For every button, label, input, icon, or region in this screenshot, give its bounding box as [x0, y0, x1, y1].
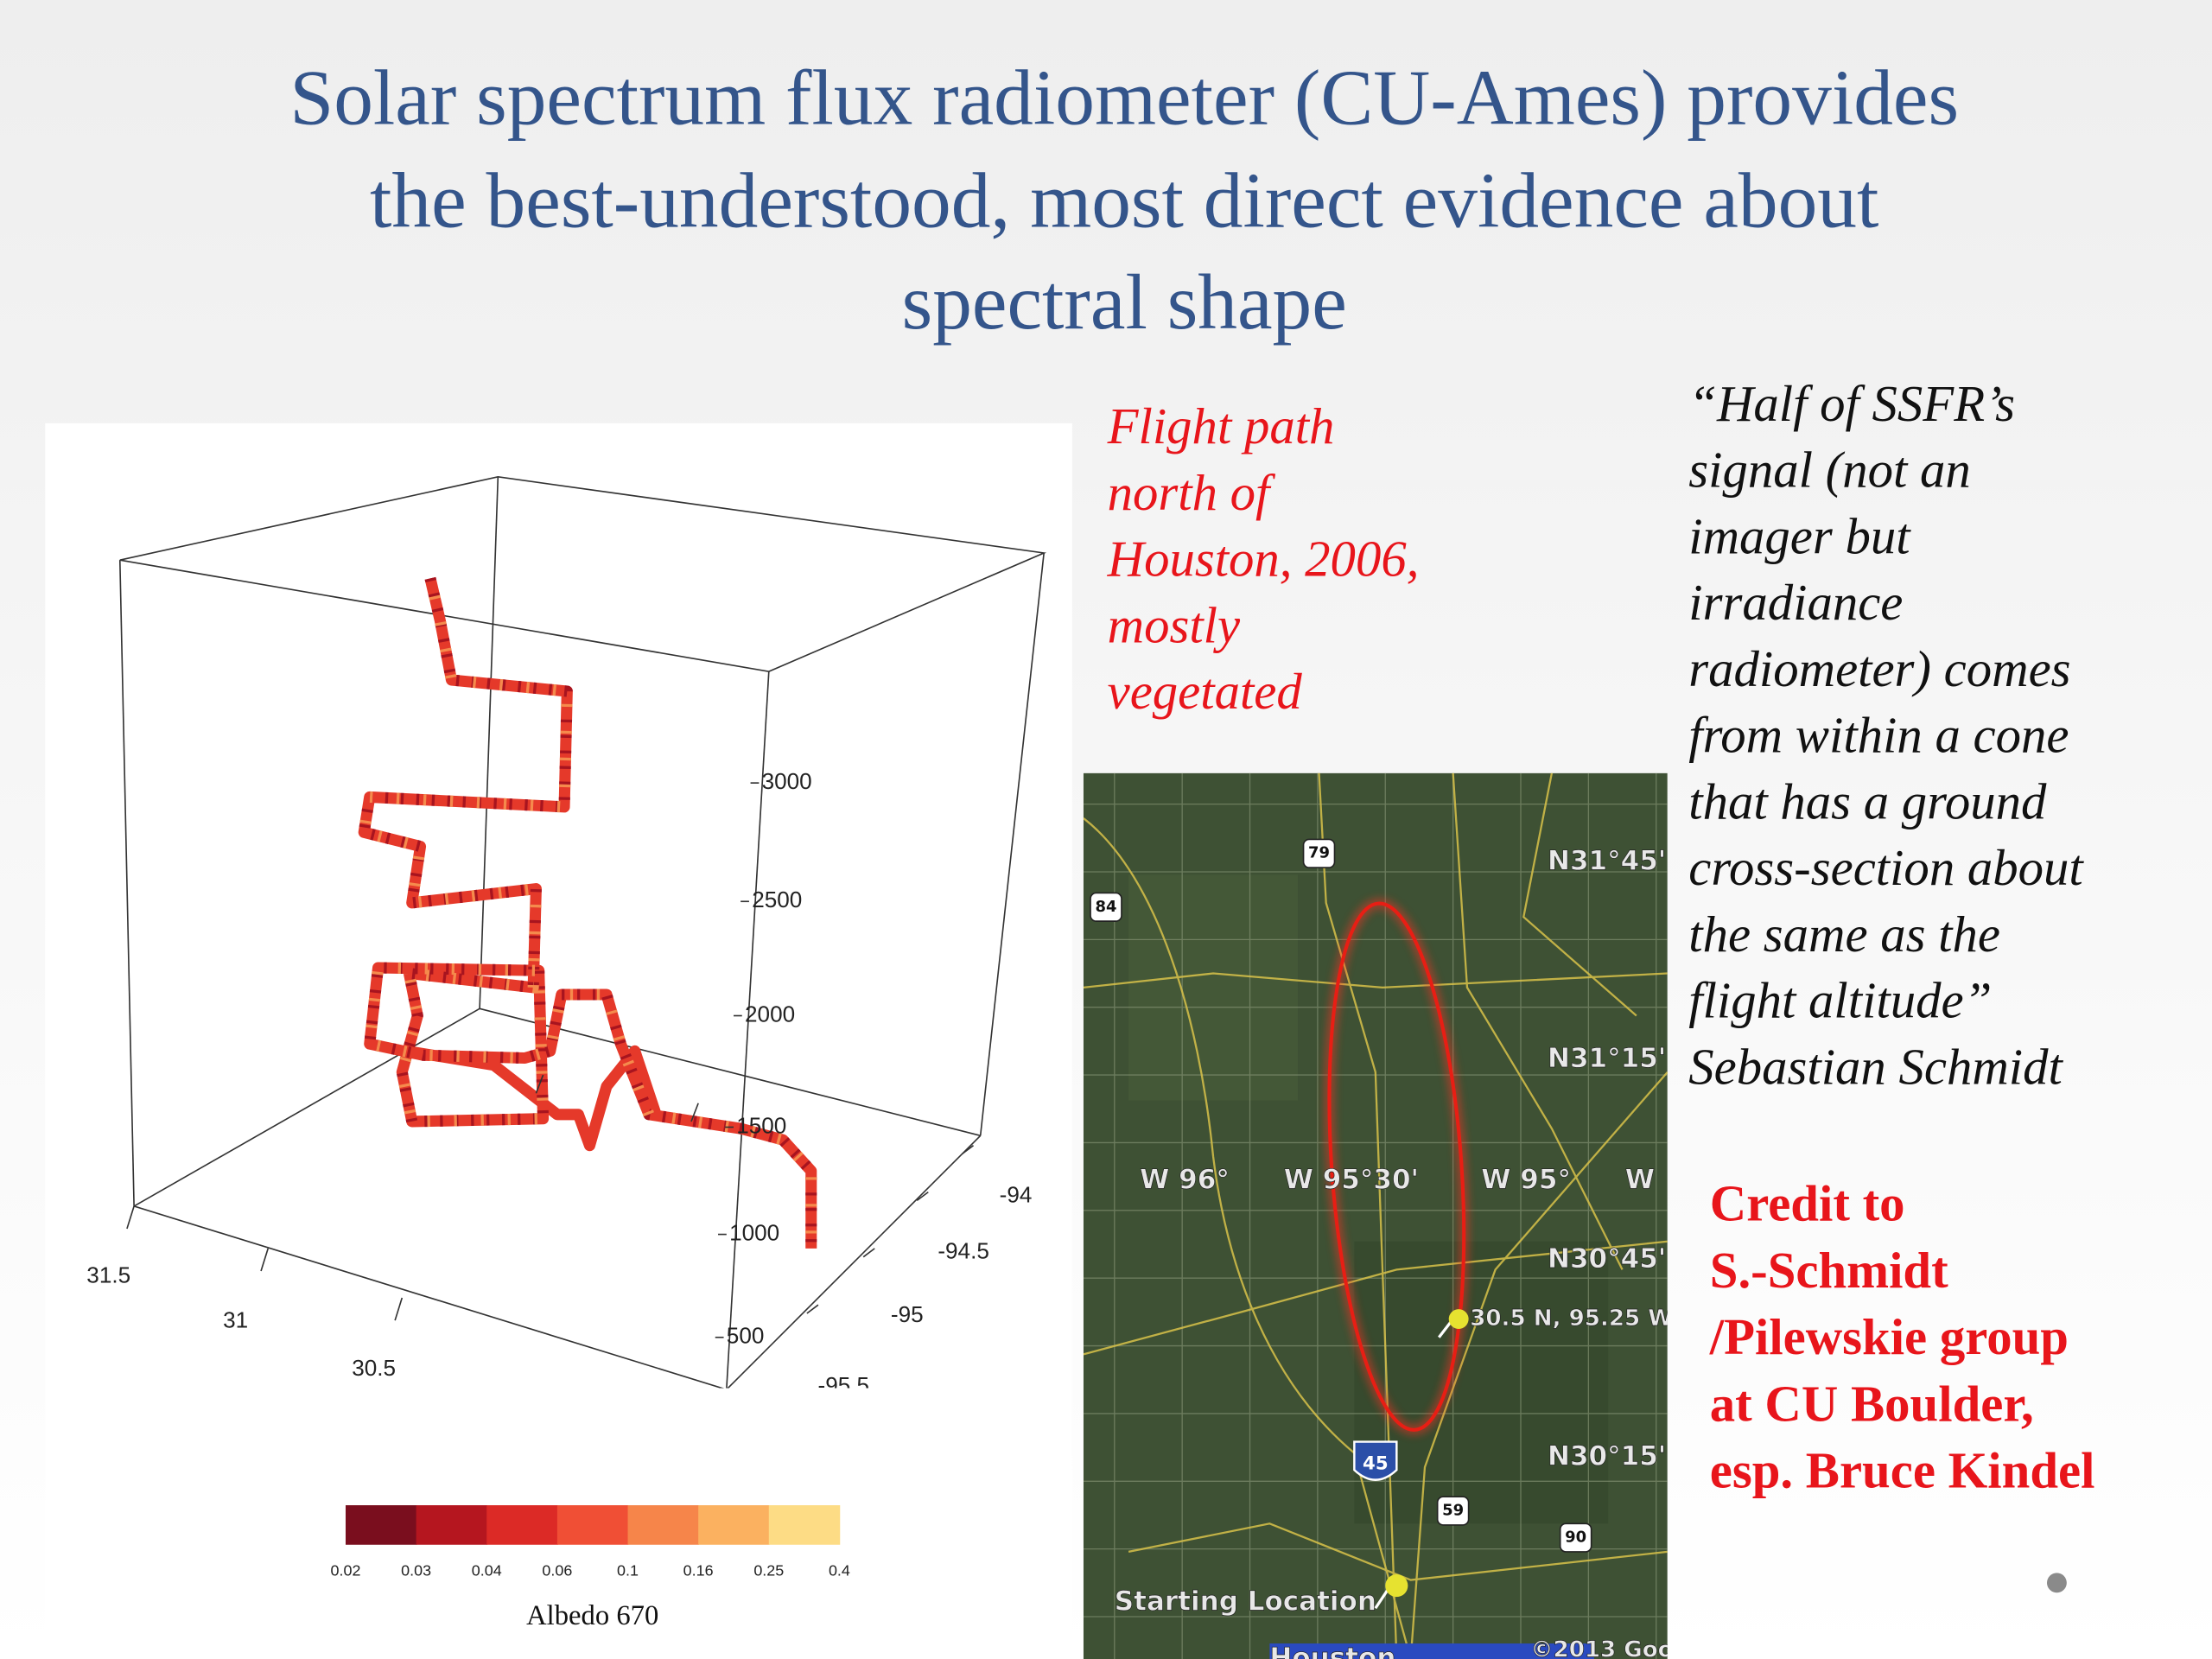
y-tick [862, 1248, 875, 1258]
pin [1374, 1309, 1469, 1610]
x-tick [260, 1248, 269, 1272]
quote-line: radiometer) comes [1688, 641, 2070, 697]
colorbar-label: 0.06 [542, 1562, 572, 1580]
credit-line: at CU Boulder, [1710, 1376, 2034, 1432]
map-label: 30.5 N, 95.25 W [1470, 1306, 1673, 1332]
x-tick [690, 1103, 699, 1122]
map: 79 84 N31°45' N31°15' W 96° W 95°30' W 95° W N30… [1083, 772, 1713, 1659]
route-shield [1090, 892, 1122, 922]
x-tick-label: 31.5 [86, 1262, 130, 1287]
map-label: Houston [1269, 1643, 1395, 1659]
quote-line: signal (not an [1688, 442, 1970, 499]
caption-line: mostly [1108, 597, 1241, 653]
route-number: 90 [1565, 1529, 1586, 1547]
flight-path [358, 576, 817, 1249]
x-tick [535, 1074, 544, 1094]
credit-line: S.-Schmidt [1710, 1243, 1948, 1299]
map-label: Starting Location [1115, 1586, 1376, 1618]
colorbar-label: 0.02 [331, 1562, 361, 1580]
z-tick-label: 500 [727, 1323, 765, 1349]
colorbar-label: 0.04 [472, 1562, 502, 1580]
title-line: spectral shape [902, 258, 1347, 346]
plot-box [118, 476, 1047, 1389]
credit-line: esp. Bruce Kindel [1710, 1443, 2095, 1499]
quote-line: from within a cone [1688, 708, 2069, 764]
y-tick [916, 1191, 929, 1202]
map-label: N30°45' [1548, 1243, 1666, 1274]
route-shield [1559, 1522, 1592, 1553]
route-number: 59 [1442, 1502, 1464, 1520]
z-tick-label: 2500 [752, 887, 802, 912]
quote-line: flight altitude” [1688, 973, 1992, 1029]
y-tick-label: -94 [1000, 1181, 1033, 1207]
colorbar-label: 0.03 [401, 1562, 431, 1580]
map-label: W 95° [1481, 1165, 1571, 1196]
x-tick-label: 30.5 [352, 1355, 396, 1381]
z-tick-label: 1500 [736, 1112, 786, 1138]
quote-line: cross-section about [1688, 840, 2084, 896]
colorbar-swatch [627, 1505, 699, 1545]
plot-3d: 3000 2500 2000 1500 1000 500 31.5 31 30.5 -94 -94.… [86, 476, 1047, 1398]
colorbar-swatch [556, 1505, 629, 1545]
caption-line: Houston, 2006, [1107, 531, 1420, 588]
title-line: the best-understood, most direct evidenc… [370, 157, 1878, 245]
map-label: N30°15' [1548, 1441, 1666, 1472]
interstate-shield [1353, 1440, 1398, 1481]
y-tick-label: -95 [891, 1301, 924, 1327]
colorbar-label: 0.16 [683, 1562, 714, 1580]
colorbar-label: 0.4 [829, 1562, 850, 1580]
caption-line: vegetated [1108, 664, 1303, 720]
colorbar-swatch [486, 1505, 558, 1545]
map-label: W 95°30' [1284, 1165, 1419, 1196]
caption-line: north of [1108, 465, 1276, 521]
route-shield [1302, 838, 1336, 868]
colorbar-label: 0.25 [753, 1562, 784, 1580]
quote-line: irradiance [1688, 575, 1903, 631]
quote-line: “Half of SSFR’s [1688, 376, 2015, 432]
colorbar-swatch [346, 1505, 417, 1545]
quote-line: the same as the [1688, 906, 2000, 963]
colorbar-swatch [698, 1505, 770, 1545]
colorbar-swatch [416, 1505, 488, 1545]
z-tick-label: 1000 [729, 1219, 779, 1245]
z-tick-label: 3000 [762, 768, 812, 794]
map-label: N31°15' [1548, 1043, 1666, 1074]
map-label: N31°45' [1548, 846, 1666, 877]
interstate-number: 45 [1363, 1453, 1389, 1475]
credit-line: Credit to [1710, 1176, 1905, 1232]
route-number: 84 [1096, 898, 1117, 916]
colorbar-label: 0.1 [617, 1562, 639, 1580]
colorbar: 0.02 0.03 0.04 0.06 0.1 0.16 0.25 0.4 Albedo 670 [331, 1505, 850, 1631]
colorbar-swatch [768, 1505, 841, 1545]
x-tick [126, 1205, 135, 1230]
quote-line: Sebastian Schmidt [1688, 1039, 2063, 1095]
map-label: W 96° [1140, 1165, 1230, 1196]
y-tick-label: -94.5 [938, 1238, 989, 1264]
x-tick-label: 31 [223, 1307, 248, 1333]
x-tick [394, 1297, 404, 1321]
slide-dot [2046, 1573, 2067, 1593]
y-tick [806, 1304, 819, 1314]
quote-line: that has a ground [1688, 773, 2047, 830]
roads [1083, 772, 1668, 1659]
caption-line: Flight path [1107, 398, 1335, 454]
quote-line: imager but [1688, 508, 1911, 564]
credit-line: /Pilewskie group [1709, 1309, 2069, 1365]
z-tick-label: 2000 [745, 1001, 795, 1027]
route-shield [1436, 1496, 1470, 1526]
map-label: W [1625, 1165, 1655, 1196]
map-label: ©2013 Google [1530, 1637, 1713, 1659]
colorbar-title: Albedo 670 [526, 1600, 658, 1631]
y-tick-label: -95.5 [818, 1372, 870, 1398]
title-line: Solar spectrum flux radiometer (CU-Ames)… [289, 54, 1959, 141]
route-number: 79 [1308, 844, 1330, 862]
y-tick [961, 1145, 975, 1155]
